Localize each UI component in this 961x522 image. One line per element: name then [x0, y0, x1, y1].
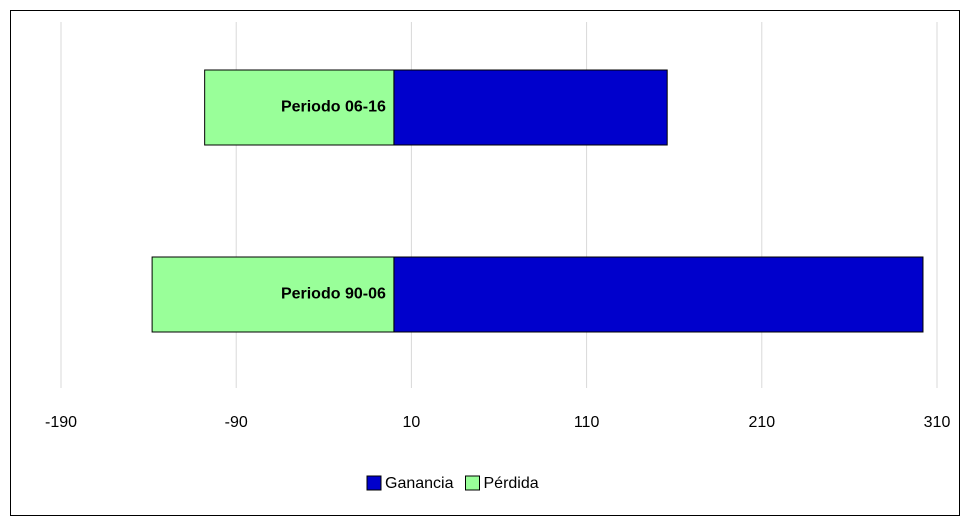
legend-swatch [366, 475, 382, 491]
x-tick-label: 10 [403, 414, 421, 431]
bar [151, 256, 395, 333]
x-tick-label: -90 [225, 414, 248, 431]
x-tick-label: 210 [748, 414, 775, 431]
category-label: Periodo 06-16 [281, 99, 386, 116]
x-tick-label: 310 [924, 414, 951, 431]
x-tick-label: 110 [574, 414, 600, 431]
legend-swatch [465, 475, 480, 491]
category-label: Periodo 90-06 [281, 286, 386, 303]
bar [393, 69, 668, 146]
bar [204, 69, 395, 146]
bar [393, 256, 924, 333]
legend-label: Ganancia [385, 475, 454, 492]
legend-label: Pérdida [484, 475, 539, 492]
x-tick-label: -190 [45, 414, 77, 431]
